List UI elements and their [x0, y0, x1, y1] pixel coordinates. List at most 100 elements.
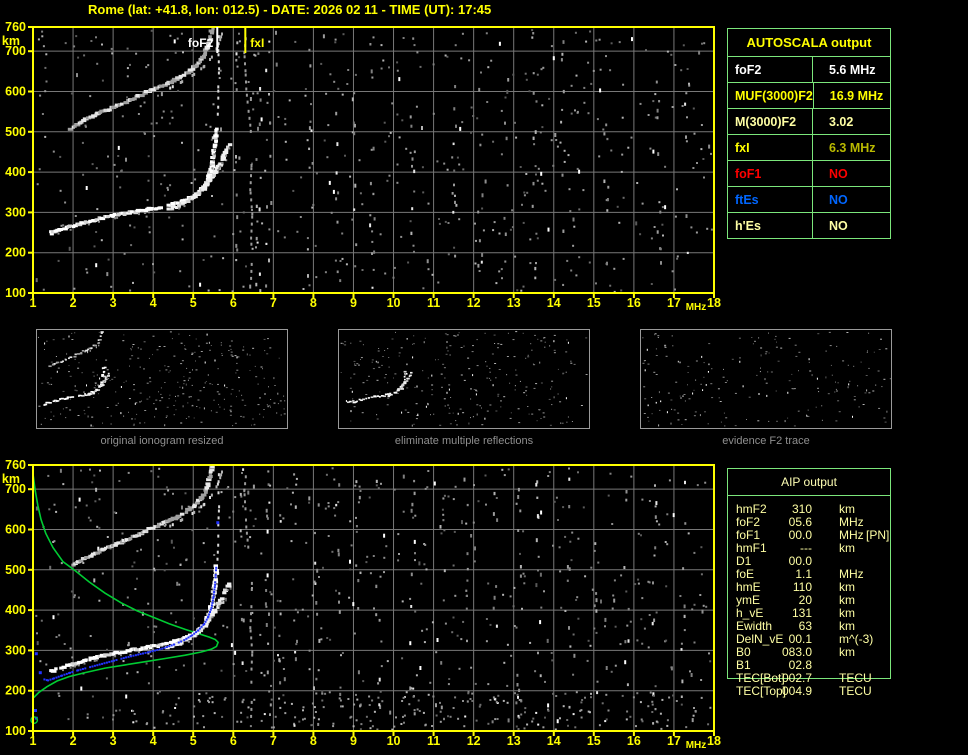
- svg-text:200: 200: [5, 684, 26, 698]
- parameter-label: hmF2: [736, 502, 767, 516]
- svg-text:fxI: fxI: [250, 36, 264, 50]
- parameter-label: Ewidth: [736, 619, 773, 633]
- ionogram-traces: [49, 27, 254, 280]
- marker-fxI: fxI: [244, 27, 264, 53]
- parameter-value: 05.6: [788, 515, 812, 529]
- svg-text:MHz: MHz: [686, 740, 707, 751]
- thumbnail-noise: [38, 331, 286, 427]
- autoscala-row-MUF(3000)F2: MUF(3000)F2 16.9 MHz: [728, 83, 890, 109]
- parameter-value: 6.3 MHz: [829, 140, 876, 155]
- aip-row-h_vE: h_vE 131 km: [728, 606, 903, 620]
- page-title: Rome (lat: +41.8, lon: 012.5) - DATE: 20…: [88, 2, 492, 17]
- profile-start-marker: [30, 716, 39, 725]
- thumbnail-noise: [340, 331, 588, 427]
- parameter-value: NO: [829, 218, 848, 233]
- aip-row-B1: B1 02.8: [728, 658, 903, 672]
- aip-row-D1: D1 00.0: [728, 554, 903, 568]
- plot-frame: [32, 464, 715, 732]
- svg-text:16: 16: [627, 296, 641, 310]
- svg-text:13: 13: [507, 734, 521, 748]
- electron-density-profile: [32, 473, 220, 699]
- parameter-label: ymE: [736, 593, 760, 607]
- parameter-value: 5.6 MHz: [829, 62, 876, 77]
- plot-noise: [35, 467, 712, 731]
- svg-text:100: 100: [5, 724, 26, 738]
- aip-output-table: AIP output hmF2 310 km foF2 05.6 MHz foF1 00.0 M…: [727, 468, 891, 698]
- autoscala-row-fxI: fxI 6.3 MHz: [728, 135, 890, 161]
- thumbnail-caption: original ionogram resized: [100, 435, 224, 447]
- aip-row-hmF2: hmF2 310 km: [728, 502, 903, 516]
- parameter-value: NO: [829, 166, 848, 181]
- thumbnail-eliminate-reflections: [338, 329, 590, 429]
- thumbnail-border: [36, 329, 288, 429]
- thumbnail-traces: [346, 338, 413, 404]
- svg-text:400: 400: [5, 603, 26, 617]
- autoscala-row-ftEs: ftEs NO: [728, 187, 890, 213]
- svg-text:600: 600: [5, 84, 26, 98]
- parameter-value: 131: [791, 606, 812, 620]
- svg-text:7: 7: [270, 734, 277, 748]
- svg-text:18: 18: [707, 734, 721, 748]
- svg-text:15: 15: [587, 734, 601, 748]
- svg-text:14: 14: [547, 734, 561, 748]
- aip-row-ymE: ymE 20 km: [728, 593, 903, 607]
- parameter-unit: km: [839, 502, 855, 516]
- svg-text:4: 4: [150, 296, 157, 310]
- parameter-label: TEC[Bot]: [736, 671, 785, 685]
- autoscala-row-h'Es: h'Es NO: [728, 213, 890, 238]
- svg-text:18: 18: [707, 296, 721, 310]
- parameter-label: DelN_vE: [736, 632, 784, 646]
- svg-text:2: 2: [70, 296, 77, 310]
- svg-text:3: 3: [110, 734, 117, 748]
- svg-text:2: 2: [70, 734, 77, 748]
- ionogram-traces: [49, 465, 254, 718]
- svg-text:400: 400: [5, 165, 26, 179]
- thumbnail-evidence-f2-trace: [640, 329, 892, 429]
- svg-text:17: 17: [667, 296, 681, 310]
- svg-text:300: 300: [5, 205, 26, 219]
- svg-text:9: 9: [350, 734, 357, 748]
- autoscala-output-table: AUTOSCALA output foF2 5.6 MHz MUF(3000)F2 1…: [727, 28, 891, 239]
- parameter-label: fxI: [728, 135, 813, 160]
- parameter-unit: m^(-3): [839, 632, 874, 646]
- svg-text:1: 1: [30, 734, 37, 748]
- svg-text:9: 9: [350, 296, 357, 310]
- parameter-label: foF2: [736, 515, 761, 529]
- aip-row-TEC[Bot]: TEC[Bot] 002.7 TECU: [728, 671, 903, 685]
- svg-text:300: 300: [5, 643, 26, 657]
- svg-text:700: 700: [5, 482, 26, 496]
- parameter-value: 1.1: [795, 567, 812, 581]
- svg-text:14: 14: [547, 296, 561, 310]
- aip-row-foF2: foF2 05.6 MHz: [728, 515, 903, 529]
- parameter-label: hmE: [736, 580, 761, 594]
- parameter-unit: TECU: [839, 671, 872, 685]
- parameter-value: NO: [829, 192, 848, 207]
- aip-row-hmE: hmE 110 km: [728, 580, 903, 594]
- parameter-unit: km: [839, 645, 855, 659]
- autoscala-row-foF2: foF2 5.6 MHz: [728, 57, 890, 83]
- svg-text:4: 4: [150, 734, 157, 748]
- parameter-label: foE: [736, 567, 755, 581]
- svg-text:6: 6: [230, 296, 237, 310]
- autoscala-scaled-trace: [34, 521, 220, 720]
- aip-row-TEC[Top]: TEC[Top] 004.9 TECU: [728, 684, 903, 698]
- aip-row-foE: foE 1.1 MHz: [728, 567, 903, 581]
- parameter-unit: km: [839, 580, 855, 594]
- svg-text:16: 16: [627, 734, 641, 748]
- parameter-label: TEC[Top]: [736, 684, 787, 698]
- marker-foF2: foF2: [188, 27, 219, 53]
- parameter-label: D1: [736, 554, 752, 568]
- svg-text:760: 760: [5, 20, 26, 34]
- parameter-value: ---: [800, 541, 812, 555]
- svg-text:3: 3: [110, 296, 117, 310]
- parameter-label: MUF(3000)F2: [728, 83, 814, 108]
- svg-text:11: 11: [427, 296, 440, 310]
- parameter-value: 16.9 MHz: [829, 88, 884, 103]
- thumbnail-traces: [43, 331, 110, 406]
- svg-text:5: 5: [190, 734, 197, 748]
- plot-frame: [32, 26, 715, 294]
- thumbnail-caption: evidence F2 trace: [722, 435, 810, 447]
